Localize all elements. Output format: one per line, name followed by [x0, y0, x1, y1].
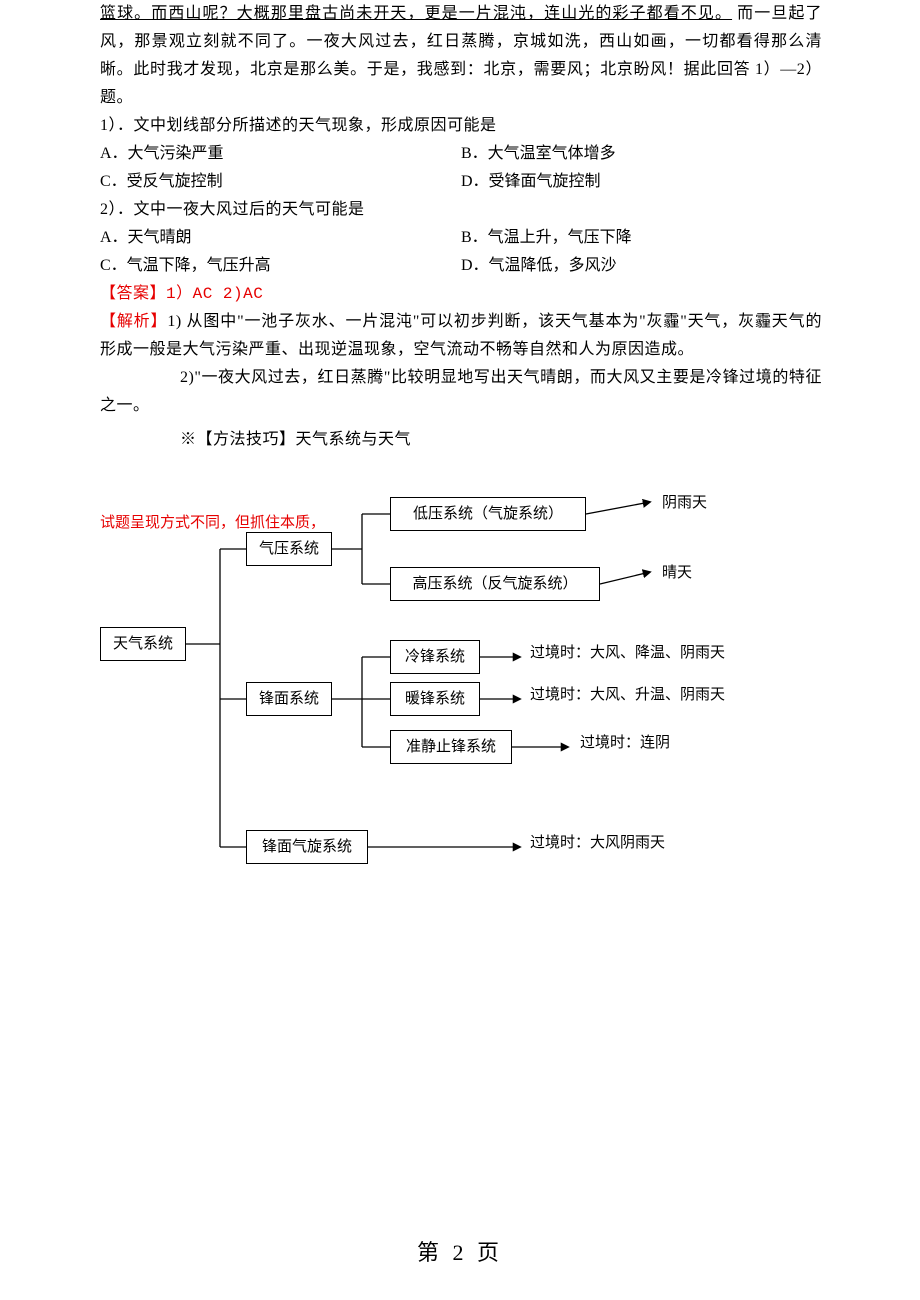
- node-high: 高压系统（反气旋系统）: [390, 567, 600, 601]
- q1-c: C．受反气旋控制: [100, 168, 461, 196]
- node-press: 气压系统: [246, 532, 332, 566]
- analysis-p1: 【解析】1) 从图中"一池子灰水、一片混沌"可以初步判断，该天气基本为"灰霾"天…: [100, 308, 822, 364]
- q2-c: C．气温下降，气压升高: [100, 252, 461, 280]
- label-coldT: 过境时：大风、降温、阴雨天: [530, 640, 725, 666]
- method-tip: ※【方法技巧】天气系统与天气: [100, 426, 822, 454]
- q2-a: A．天气晴朗: [100, 224, 461, 252]
- node-fcyc: 锋面气旋系统: [246, 830, 368, 864]
- analysis-p2: 2)"一夜大风过去，红日蒸腾"比较明显地写出天气晴朗，而大风又主要是冷锋过境的特…: [100, 364, 822, 420]
- q2-row2: C．气温下降，气压升高 D．气温降低，多风沙: [100, 252, 822, 280]
- answer-label: 【答案】: [100, 285, 166, 302]
- q1-a: A．大气污染严重: [100, 140, 461, 168]
- page: 篮球。而西山呢？大概那里盘古尚未开天，更是一片混沌，连山光的彩子都看不见。 而一…: [0, 0, 920, 1300]
- node-front: 锋面系统: [246, 682, 332, 716]
- analysis-label: 【解析】: [100, 313, 167, 330]
- answer-line: 【答案】1）AC 2)AC: [100, 280, 822, 308]
- q1-d: D．受锋面气旋控制: [461, 168, 822, 196]
- q1-row2: C．受反气旋控制 D．受锋面气旋控制: [100, 168, 822, 196]
- node-quasi: 准静止锋系统: [390, 730, 512, 764]
- node-cold: 冷锋系统: [390, 640, 480, 674]
- analysis-text1: 1) 从图中"一池子灰水、一片混沌"可以初步判断，该天气基本为"灰霾"天气，灰霾…: [100, 313, 822, 358]
- label-warmT: 过境时：大风、升温、阴雨天: [530, 682, 725, 708]
- q2-b: B．气温上升，气压下降: [461, 224, 822, 252]
- q2-d: D．气温降低，多风沙: [461, 252, 822, 280]
- answer-text: 1）AC 2)AC: [166, 285, 263, 303]
- label-fcycT: 过境时：大风阴雨天: [530, 830, 665, 856]
- label-rain: 阴雨天: [662, 490, 707, 516]
- page-number: 第 2 页: [0, 1234, 920, 1273]
- q1-stem: 1）．文中划线部分所描述的天气现象，形成原因可能是: [100, 112, 822, 140]
- node-warm: 暖锋系统: [390, 682, 480, 716]
- q2-row1: A．天气晴朗 B．气温上升，气压下降: [100, 224, 822, 252]
- q1-b: B．大气温室气体增多: [461, 140, 822, 168]
- q1-row1: A．大气污染严重 B．大气温室气体增多: [100, 140, 822, 168]
- passage-underlined: 篮球。而西山呢？大概那里盘古尚未开天，更是一片混沌，连山光的彩子都看不见。: [100, 5, 732, 22]
- passage: 篮球。而西山呢？大概那里盘古尚未开天，更是一片混沌，连山光的彩子都看不见。 而一…: [100, 0, 822, 112]
- q2-stem: 2）．文中一夜大风过后的天气可能是: [100, 196, 822, 224]
- node-low: 低压系统（气旋系统）: [390, 497, 586, 531]
- label-sunny: 晴天: [662, 560, 692, 586]
- weather-system-diagram: 天气系统 气压系统锋面系统锋面气旋系统 低压系统（气旋系统） 高压系统（反气旋系统） 冷…: [100, 472, 820, 902]
- label-quasiT: 过境时：连阴: [580, 730, 670, 756]
- node-root: 天气系统: [100, 627, 186, 661]
